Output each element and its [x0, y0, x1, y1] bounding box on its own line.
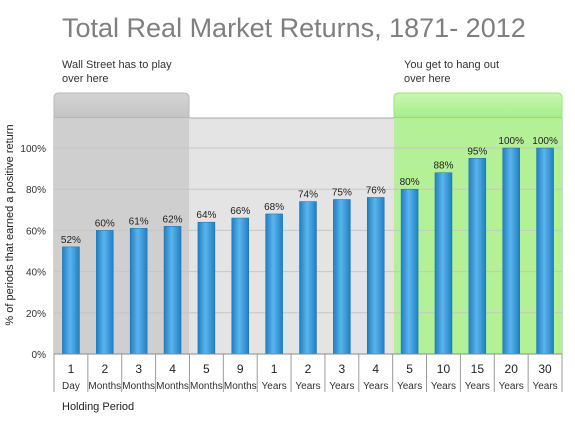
- x-tick-unit: Months: [224, 381, 257, 392]
- bar: [197, 221, 216, 355]
- bar: [62, 246, 80, 355]
- x-tick-unit: Day: [62, 381, 80, 392]
- bar: [366, 197, 385, 355]
- bar: [333, 199, 351, 355]
- annotation-right: You get to hang out over here: [404, 59, 499, 85]
- bar: [434, 172, 453, 355]
- x-tick-number: 4: [372, 362, 379, 376]
- x-tick-number: 20: [505, 362, 519, 376]
- x-tick-unit: Months: [156, 381, 189, 392]
- data-label: 80%: [400, 177, 420, 188]
- data-label: 68%: [264, 202, 284, 213]
- x-tick-number: 2: [305, 362, 312, 376]
- highlight-right-tab: [393, 92, 563, 119]
- bars: [62, 147, 554, 355]
- y-tick-label: 60%: [26, 226, 46, 237]
- bar: [536, 147, 554, 355]
- y-tick-label: 0%: [32, 350, 47, 361]
- y-tick-label: 100%: [20, 144, 46, 155]
- data-label: 75%: [332, 188, 352, 199]
- x-tick-unit: Years: [363, 381, 388, 392]
- x-tick-unit: Years: [431, 381, 456, 392]
- bar: [163, 226, 182, 355]
- x-tick-number: 3: [339, 362, 346, 376]
- bar: [468, 158, 487, 355]
- annotation-right-line-2: over here: [404, 73, 450, 85]
- bar: [265, 213, 283, 355]
- x-tick-unit: Years: [499, 381, 524, 392]
- annotation-left: Wall Street has to play over here: [62, 59, 172, 85]
- data-label: 100%: [532, 136, 558, 147]
- data-label: 61%: [129, 216, 149, 227]
- x-tick-number: 2: [101, 362, 108, 376]
- data-label: 60%: [95, 218, 115, 229]
- data-label: 95%: [467, 146, 487, 157]
- x-tick-unit: Years: [329, 381, 354, 392]
- x-tick-number: 1: [68, 362, 75, 376]
- x-tick-unit: Years: [397, 381, 422, 392]
- x-tick-unit: Years: [465, 381, 490, 392]
- data-labels: 52% 60% 61% 62% 64% 66% 68% 74% 75% 76% 80% 88% 95% 1…: [61, 136, 558, 246]
- annotation-right-line-1: You get to hang out: [404, 59, 499, 71]
- y-axis-ticks: 0% 20% 40% 60% 80% 100%: [20, 144, 46, 361]
- x-tick-unit: Months: [122, 381, 155, 392]
- y-axis-label: % of periods that earned a positive retu…: [4, 124, 16, 325]
- x-tick-number: 4: [169, 362, 176, 376]
- data-label: 100%: [498, 136, 524, 147]
- x-tick-number: 3: [135, 362, 142, 376]
- annotation-left-line-2: over here: [62, 73, 108, 85]
- data-label: 64%: [196, 210, 216, 221]
- y-tick-label: 80%: [26, 185, 46, 196]
- x-axis-categories: 1 Day 2 Months 3 Months 4 Months 5 Months 9 Months 1…: [53, 354, 563, 392]
- bar: [502, 147, 520, 355]
- x-tick-number: 1: [271, 362, 278, 376]
- x-tick-unit: Months: [190, 381, 223, 392]
- y-tick-label: 20%: [26, 309, 46, 320]
- bar: [400, 188, 419, 355]
- x-tick-number: 9: [237, 362, 244, 376]
- x-tick-unit: Years: [532, 381, 557, 392]
- data-label: 88%: [433, 161, 453, 172]
- bar: [129, 228, 148, 355]
- y-tick-label: 40%: [26, 268, 46, 279]
- chart-title: Total Real Market Returns, 1871- 2012: [62, 13, 526, 43]
- data-label: 62%: [163, 214, 183, 225]
- x-tick-number: 5: [203, 362, 210, 376]
- data-label: 74%: [298, 190, 318, 201]
- x-axis-label: Holding Period: [62, 401, 134, 413]
- highlight-left-tab: [53, 92, 190, 119]
- x-tick-unit: Years: [262, 381, 287, 392]
- bar: [299, 201, 317, 355]
- bar: [231, 217, 250, 355]
- data-label: 52%: [61, 235, 81, 246]
- x-tick-unit: Months: [88, 381, 121, 392]
- x-tick-number: 5: [406, 362, 413, 376]
- bar: [96, 230, 114, 355]
- data-label: 66%: [230, 206, 250, 217]
- x-tick-unit: Years: [295, 381, 320, 392]
- x-tick-number: 10: [437, 362, 451, 376]
- data-label: 76%: [366, 185, 386, 196]
- x-tick-number: 15: [471, 362, 485, 376]
- annotation-left-line-1: Wall Street has to play: [62, 59, 172, 71]
- x-tick-number: 30: [538, 362, 552, 376]
